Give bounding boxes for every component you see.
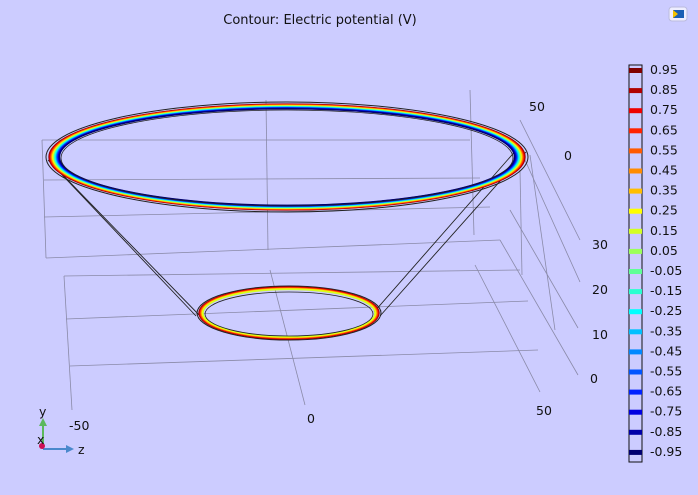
- y-arrowhead-icon: [39, 418, 47, 426]
- tick-z-0: 0: [307, 411, 315, 426]
- grid-line: [529, 154, 556, 331]
- edge-line: [55, 167, 203, 319]
- axis-label-y: y: [39, 404, 47, 419]
- grid-line: [69, 349, 539, 367]
- legend-label: 0.65: [650, 122, 678, 137]
- legend-swatch: [629, 369, 642, 375]
- legend-swatch: [629, 228, 642, 234]
- z-arrowhead-icon: [66, 445, 74, 453]
- axis-triad: y x z: [37, 404, 85, 457]
- grid-line: [43, 177, 481, 181]
- legend-swatch: [629, 208, 642, 214]
- legend-swatch: [629, 248, 642, 254]
- grid-line: [41, 139, 47, 259]
- legend-label: -0.15: [650, 283, 682, 298]
- grid-line: [474, 264, 541, 393]
- legend-swatch: [629, 269, 642, 274]
- legend-label: 0.35: [650, 183, 678, 198]
- legend-label: 0.05: [650, 243, 678, 258]
- legend-label: 0.95: [650, 62, 678, 77]
- grid-line: [519, 169, 523, 276]
- geometry-edges: [47, 147, 527, 319]
- contour-line-top: [58, 108, 516, 206]
- legend-swatch: [629, 289, 642, 295]
- grid-line: [499, 239, 579, 376]
- x-axis-dot: [39, 443, 45, 449]
- axis-tick-labels: 50 0 30 20 10 0 -50 0 50: [69, 99, 608, 433]
- grid-line: [519, 119, 581, 241]
- grid-line: [63, 275, 73, 411]
- geometry-edge-top-inner: [60, 109, 514, 207]
- legend-swatch: [629, 449, 642, 455]
- legend-swatch: [629, 349, 642, 355]
- contour-lines: [45, 101, 529, 341]
- grid-line: [65, 300, 529, 320]
- axis-label-z: z: [78, 442, 85, 457]
- plot-title: Contour: Electric potential (V): [223, 13, 417, 28]
- grid-line: [265, 99, 269, 251]
- legend-label: -0.05: [650, 263, 682, 278]
- legend-label: 0.45: [650, 163, 678, 178]
- geometry-edge-top: [45, 101, 529, 213]
- legend-label: 0.15: [650, 223, 678, 238]
- legend-swatch: [629, 168, 642, 174]
- tick-x-0: 0: [564, 148, 572, 163]
- legend-label: -0.45: [650, 343, 682, 358]
- legend-bar: [628, 64, 643, 463]
- legend-swatch: [629, 88, 642, 94]
- legend-swatch: [629, 188, 642, 194]
- geometry-edge-bottom-inner: [204, 291, 374, 337]
- legend-swatch: [629, 389, 642, 395]
- legend-swatch: [629, 128, 642, 134]
- legend-label: -0.95: [650, 444, 682, 459]
- legend-swatch: [629, 68, 642, 73]
- comsol-logo-icon: [668, 6, 688, 22]
- legend-label: -0.75: [650, 404, 682, 419]
- tick-y-30: 30: [592, 237, 608, 252]
- edge-line: [47, 159, 197, 317]
- legend-label: -0.25: [650, 303, 682, 318]
- legend-swatch: [629, 329, 642, 335]
- legend-swatch: [629, 108, 642, 114]
- color-legend: 0.95 0.85 0.75 0.65 0.55 0.45 0.35 0.25 0.15 0.05…: [628, 62, 682, 463]
- grid-line: [524, 159, 581, 283]
- geometry-edge-bottom: [196, 285, 382, 341]
- legend-swatch: [629, 148, 642, 154]
- grid-line: [63, 269, 521, 277]
- legend-label: -0.85: [650, 424, 682, 439]
- legend-swatch: [629, 409, 642, 415]
- legend-label: 0.75: [650, 102, 678, 117]
- tick-y-0: 0: [590, 371, 598, 386]
- legend-label: 0.25: [650, 203, 678, 218]
- tick-y-20: 20: [592, 282, 608, 297]
- legend-swatch: [629, 429, 642, 435]
- legend-swatch: [629, 309, 642, 315]
- legend-label: -0.55: [650, 364, 682, 379]
- legend-label: -0.35: [650, 323, 682, 338]
- grid-line: [509, 209, 579, 329]
- tick-z-50: 50: [536, 403, 552, 418]
- grid-line: [45, 239, 501, 259]
- legend-label: 0.55: [650, 142, 678, 157]
- axis-label-x: x: [37, 432, 44, 447]
- tick-x-50: 50: [529, 99, 545, 114]
- contour-line-bottom: [202, 288, 376, 338]
- legend-label: 0.85: [650, 82, 678, 97]
- tick-z-neg50: -50: [69, 418, 89, 433]
- legend-label: -0.65: [650, 384, 682, 399]
- edge-line: [373, 147, 519, 313]
- tick-y-10: 10: [592, 327, 608, 342]
